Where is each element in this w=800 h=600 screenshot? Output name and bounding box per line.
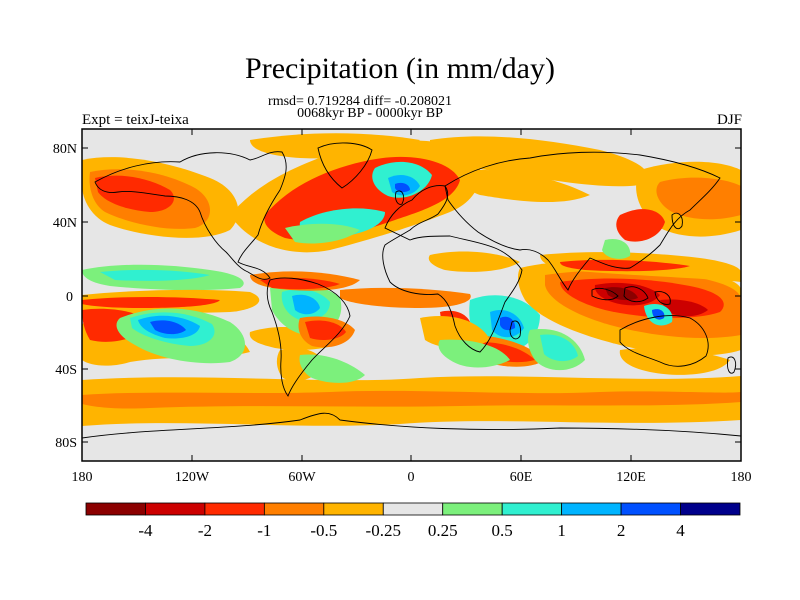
lat-tick-label: 80N [53,142,77,157]
colorbar-swatch [561,502,622,516]
longitude-axis [81,129,742,461]
lon-tick-label: 180 [72,470,93,485]
colorbar-swatch [382,502,444,516]
stats-line: rmsd= 0.719284 diff= -0.208021 [268,94,452,109]
colorbar-label: 0.25 [428,521,458,540]
colorbar-label: -2 [198,521,212,540]
colorbar-swatch [620,502,681,516]
lat-tick-label: 40N [53,216,77,231]
experiment-label: Expt = teixJ-teixa [82,112,189,128]
colorbar-label: -0.5 [310,521,337,540]
lat-tick-label: 80S [55,436,77,451]
colorbar-swatch [680,502,741,516]
lon-tick-label: 60E [510,470,533,485]
colorbar-swatch [145,502,206,516]
colorbar-label: -0.25 [366,521,401,540]
precipitation-field [82,133,741,426]
colorbar-label: 1 [557,521,566,540]
plot-title: Precipitation (in mm/day) [245,52,555,85]
colorbar-swatch [204,502,265,516]
season-label: DJF [716,112,742,128]
colorbar-swatch [323,502,384,516]
lon-tick-label: 0 [408,470,415,485]
colorbar-label: 0.5 [492,521,513,540]
colorbar-label: 2 [617,521,626,540]
colorbar-swatch [263,502,325,516]
coastlines [82,142,741,439]
lon-tick-label: 120E [616,470,646,485]
colorbar: -4 -2 -1 -0.5 -0.25 0.25 0.5 1 2 4 [85,502,741,540]
lon-tick-label: 180 [731,470,752,485]
colorbar-swatch [85,502,146,516]
period-line: 0068kyr BP - 0000kyr BP [297,106,443,121]
lon-tick-label: 120W [175,470,210,485]
colorbar-label: -4 [138,521,153,540]
colorbar-label: 4 [676,521,685,540]
lat-tick-label: 40S [55,363,77,378]
lon-tick-label: 60W [288,470,316,485]
lat-tick-label: 0 [66,290,73,305]
latitude-axis [82,147,741,443]
colorbar-swatch [501,502,563,516]
colorbar-label: -1 [257,521,271,540]
colorbar-swatch [442,502,503,516]
